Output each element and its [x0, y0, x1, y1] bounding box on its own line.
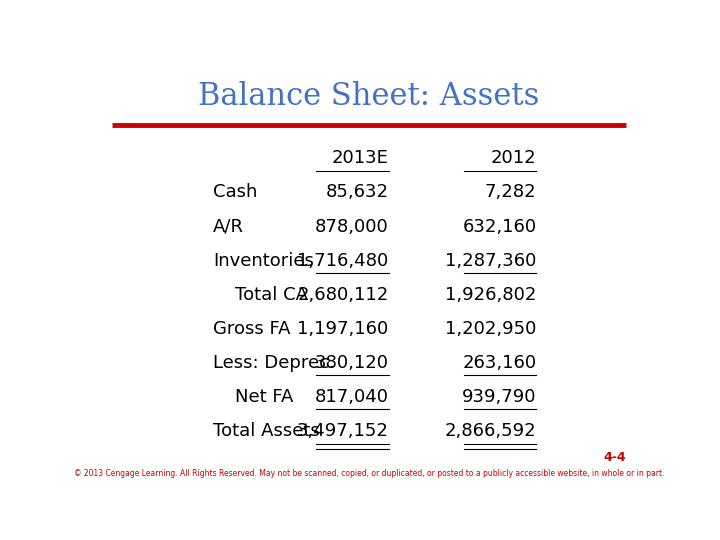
Text: 1,716,480: 1,716,480	[297, 252, 389, 269]
Text: 7,282: 7,282	[485, 184, 536, 201]
Text: 2,866,592: 2,866,592	[445, 422, 536, 440]
Text: 1,287,360: 1,287,360	[445, 252, 536, 269]
Text: 2013E: 2013E	[332, 150, 389, 167]
Text: 85,632: 85,632	[325, 184, 389, 201]
Text: 2012: 2012	[491, 150, 536, 167]
Text: 4-4: 4-4	[603, 451, 626, 464]
Text: Total Assets: Total Assets	[213, 422, 320, 440]
Text: Cash: Cash	[213, 184, 257, 201]
Text: 380,120: 380,120	[315, 354, 389, 372]
Text: 878,000: 878,000	[315, 218, 389, 235]
Text: 817,040: 817,040	[315, 388, 389, 406]
Text: A/R: A/R	[213, 218, 244, 235]
Text: 263,160: 263,160	[462, 354, 536, 372]
Text: 3,497,152: 3,497,152	[297, 422, 389, 440]
Text: Gross FA: Gross FA	[213, 320, 290, 338]
Text: 1,926,802: 1,926,802	[445, 286, 536, 303]
Text: Less: Deprec.: Less: Deprec.	[213, 354, 335, 372]
Text: 1,202,950: 1,202,950	[445, 320, 536, 338]
Text: Balance Sheet: Assets: Balance Sheet: Assets	[198, 82, 540, 112]
Text: 2,680,112: 2,680,112	[297, 286, 389, 303]
Text: 939,790: 939,790	[462, 388, 536, 406]
Text: © 2013 Cengage Learning. All Rights Reserved. May not be scanned, copied, or dup: © 2013 Cengage Learning. All Rights Rese…	[73, 469, 665, 477]
Text: Inventories: Inventories	[213, 252, 314, 269]
Text: Total CA: Total CA	[235, 286, 308, 303]
Text: Net FA: Net FA	[235, 388, 294, 406]
Text: 632,160: 632,160	[462, 218, 536, 235]
Text: 1,197,160: 1,197,160	[297, 320, 389, 338]
